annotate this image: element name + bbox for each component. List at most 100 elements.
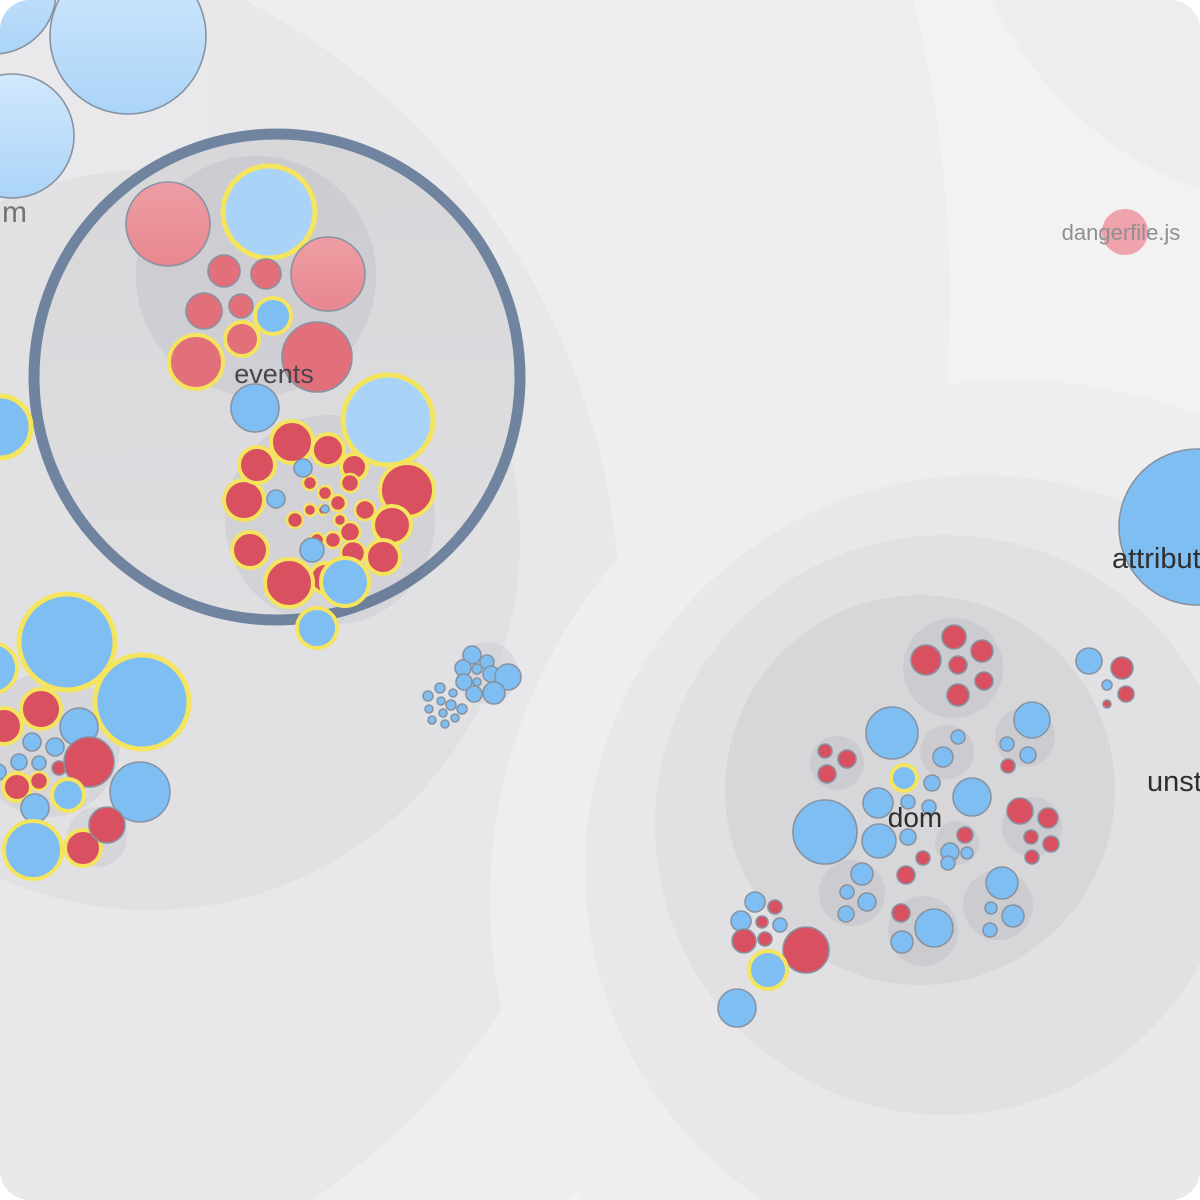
pack-leaf-circle[interactable] [45,737,65,757]
pack-leaf-circle[interactable] [772,917,788,933]
pack-leaf-circle[interactable] [237,445,277,485]
pack-leaf-circle[interactable] [295,606,339,650]
pack-leaf-circle[interactable] [281,321,353,393]
pack-leaf-circle[interactable] [462,645,482,665]
pack-leaf-circle[interactable] [63,736,115,788]
pack-leaf-circle[interactable] [0,0,57,55]
pack-leaf-circle[interactable] [850,862,874,886]
pack-leaf-circle[interactable] [923,774,941,792]
pack-leaf-circle[interactable] [364,538,402,576]
pack-leaf-circle[interactable] [266,489,286,509]
pack-leaf-circle[interactable] [0,73,75,199]
pack-leaf-circle[interactable] [290,236,366,312]
pack-leaf-circle[interactable] [450,713,460,723]
pack-leaf-circle[interactable] [422,690,434,702]
pack-leaf-circle[interactable] [896,865,916,885]
pack-leaf-circle[interactable] [952,777,992,817]
pack-leaf-circle[interactable] [767,899,783,915]
pack-leaf-circle[interactable] [1006,797,1034,825]
pack-leaf-circle[interactable] [223,320,261,358]
pack-leaf-circle[interactable] [88,806,126,844]
pack-leaf-circle[interactable] [970,639,994,663]
pack-leaf-circle[interactable] [1102,209,1148,255]
pack-leaf-circle[interactable] [999,736,1015,752]
pack-leaf-circle[interactable] [319,556,371,608]
pack-leaf-circle[interactable] [185,292,223,330]
pack-leaf-circle[interactable] [323,530,343,550]
pack-leaf-circle[interactable] [941,624,967,650]
pack-leaf-circle[interactable] [950,729,966,745]
pack-leaf-circle[interactable] [22,732,42,752]
pack-leaf-circle[interactable] [109,761,171,823]
pack-leaf-circle[interactable] [427,715,437,725]
pack-leaf-circle[interactable] [0,763,7,781]
pack-leaf-circle[interactable] [985,866,1019,900]
pack-leaf-circle[interactable] [956,826,974,844]
pack-leaf-circle[interactable] [747,949,789,991]
pack-leaf-circle[interactable] [1019,746,1037,764]
pack-leaf-circle[interactable] [914,908,954,948]
pack-leaf-circle[interactable] [448,688,458,698]
pack-leaf-circle[interactable] [16,591,118,693]
pack-leaf-circle[interactable] [301,474,319,492]
pack-leaf-circle[interactable] [1110,656,1134,680]
pack-leaf-circle[interactable] [20,793,50,823]
pack-parent-circle[interactable] [960,0,1200,210]
pack-leaf-circle[interactable] [1023,829,1039,845]
pack-leaf-circle[interactable] [1118,448,1200,606]
pack-leaf-circle[interactable] [1024,849,1040,865]
pack-leaf-circle[interactable] [730,910,752,932]
pack-leaf-circle[interactable] [2,819,64,881]
pack-leaf-circle[interactable] [1101,679,1113,691]
pack-leaf-circle[interactable] [49,0,207,115]
pack-leaf-circle[interactable] [857,892,877,912]
pack-leaf-circle[interactable] [837,749,857,769]
pack-leaf-circle[interactable] [974,671,994,691]
pack-leaf-circle[interactable] [455,673,473,691]
pack-leaf-circle[interactable] [891,903,911,923]
pack-leaf-circle[interactable] [316,484,334,502]
pack-leaf-circle[interactable] [285,510,305,530]
pack-leaf-circle[interactable] [1001,904,1025,928]
pack-leaf-circle[interactable] [440,719,450,729]
pack-leaf-circle[interactable] [899,828,917,846]
pack-leaf-circle[interactable] [269,419,315,465]
pack-leaf-circle[interactable] [910,644,942,676]
pack-leaf-circle[interactable] [946,683,970,707]
pack-leaf-circle[interactable] [731,928,757,954]
pack-leaf-circle[interactable] [940,855,956,871]
pack-leaf-circle[interactable] [744,891,766,913]
pack-leaf-circle[interactable] [792,799,858,865]
pack-leaf-circle[interactable] [63,828,103,868]
pack-leaf-circle[interactable] [31,755,47,771]
pack-leaf-circle[interactable] [465,685,483,703]
pack-leaf-circle[interactable] [228,293,254,319]
pack-leaf-circle[interactable] [0,393,34,461]
pack-leaf-circle[interactable] [757,931,773,947]
pack-leaf-circle[interactable] [865,706,919,760]
pack-leaf-circle[interactable] [250,258,282,290]
pack-leaf-circle[interactable] [92,652,192,752]
pack-leaf-circle[interactable] [340,372,436,468]
pack-leaf-circle[interactable] [167,333,225,391]
pack-leaf-circle[interactable] [0,642,19,694]
pack-leaf-circle[interactable] [320,504,330,514]
pack-leaf-circle[interactable] [932,746,954,768]
pack-leaf-circle[interactable] [438,708,448,718]
pack-leaf-circle[interactable] [471,663,483,675]
pack-leaf-circle[interactable] [921,799,937,815]
pack-leaf-circle[interactable] [332,512,348,528]
pack-leaf-circle[interactable] [717,988,757,1028]
pack-leaf-circle[interactable] [0,706,24,746]
pack-leaf-circle[interactable] [782,926,830,974]
pack-leaf-circle[interactable] [984,901,998,915]
pack-leaf-circle[interactable] [445,699,457,711]
pack-leaf-circle[interactable] [353,498,377,522]
pack-leaf-circle[interactable] [125,181,211,267]
pack-leaf-circle[interactable] [434,682,446,694]
pack-leaf-circle[interactable] [494,663,522,691]
pack-leaf-circle[interactable] [436,696,446,706]
pack-leaf-circle[interactable] [263,557,315,609]
pack-leaf-circle[interactable] [817,743,833,759]
pack-leaf-circle[interactable] [817,764,837,784]
